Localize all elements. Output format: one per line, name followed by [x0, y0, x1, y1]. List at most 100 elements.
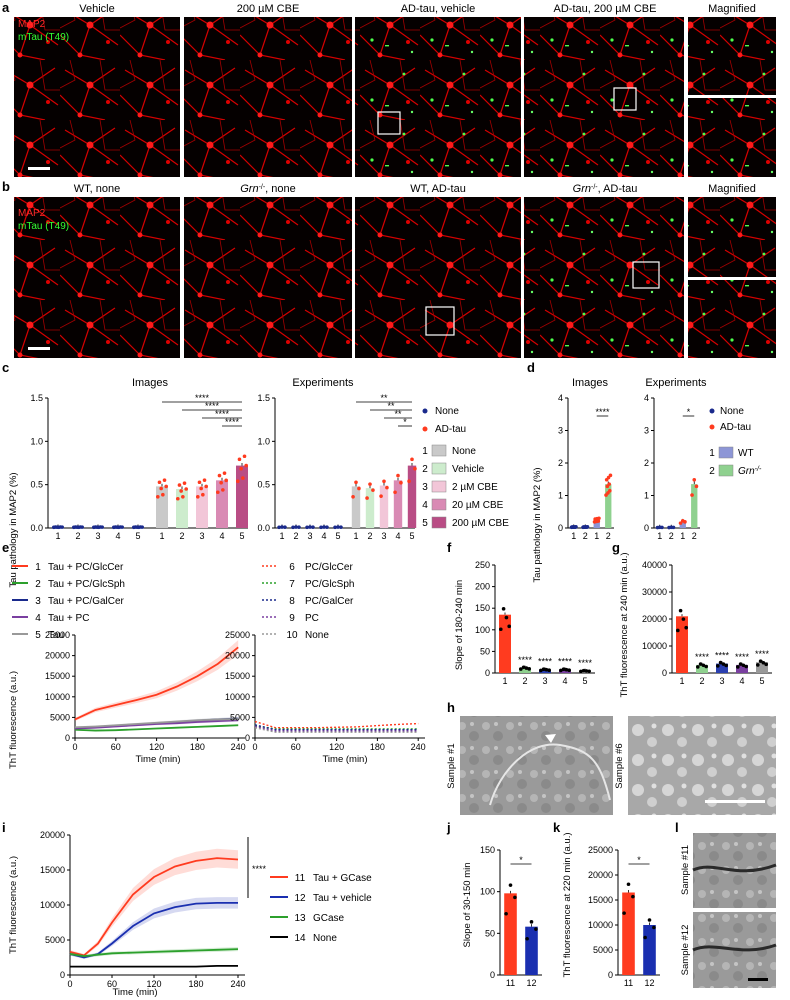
x-tick-label: 3	[542, 676, 547, 686]
data-point	[368, 482, 372, 486]
data-point	[159, 486, 163, 491]
data-point	[561, 667, 566, 671]
data-point	[647, 918, 652, 922]
em-sample-1	[460, 716, 613, 815]
legend-number: 8	[289, 596, 295, 607]
series-line	[74, 646, 239, 721]
x-tick-label: 5	[759, 676, 764, 686]
data-point	[694, 484, 699, 489]
x-tick-label: 2	[692, 531, 697, 541]
legend-dot-none	[422, 408, 428, 414]
significance-label: ****	[518, 655, 533, 665]
data-point	[678, 521, 683, 525]
data-point	[319, 525, 323, 530]
significance-label: *	[687, 407, 691, 417]
h-label-6: Sample #6	[614, 743, 625, 788]
panel-b-title-5: Magnified	[708, 183, 756, 195]
x-tick-label: 5	[409, 531, 414, 541]
bar	[736, 664, 748, 673]
legend-number: 3	[35, 596, 41, 607]
data-point	[744, 664, 748, 669]
panel-e-xlabel-left: Time (min)	[135, 754, 180, 765]
panel-letter-i: i	[2, 820, 6, 835]
data-point	[393, 490, 397, 495]
y-tick-label: 1.5	[30, 393, 43, 403]
significance-label: **	[380, 393, 388, 403]
data-point	[305, 525, 309, 530]
panel-letter-a: a	[2, 0, 10, 15]
x-tick-label: 60	[291, 742, 301, 752]
data-point	[407, 479, 411, 484]
data-point	[162, 478, 167, 482]
data-point	[385, 485, 389, 490]
y-tick-label: 3	[644, 426, 649, 436]
y-tick-label: 30000	[642, 587, 667, 597]
data-point	[596, 519, 601, 523]
bar	[504, 893, 517, 975]
data-point	[741, 663, 746, 668]
y-tick-label: 4	[558, 393, 563, 403]
series-line	[69, 948, 239, 958]
bar	[156, 486, 168, 528]
y-tick-label: 15000	[225, 671, 250, 681]
data-point	[701, 663, 706, 668]
data-point	[164, 484, 168, 489]
legend-label: 200 µM CBE	[452, 518, 509, 529]
legend-number: 12	[294, 893, 306, 904]
data-point	[357, 486, 361, 491]
fibril-12	[692, 943, 777, 952]
x-tick-label: 2	[699, 676, 704, 686]
data-point	[371, 488, 375, 492]
bar	[216, 480, 228, 528]
y-tick-label: 0	[65, 733, 70, 743]
legend-mtau-a: mTau (T49)	[18, 32, 69, 43]
data-point	[607, 482, 611, 486]
legend-number: 11	[295, 873, 306, 884]
y-tick-label: 1	[644, 491, 649, 501]
x-tick-label: 4	[739, 676, 744, 686]
data-point	[544, 667, 549, 672]
data-point	[297, 525, 301, 529]
y-tick-label: 250	[475, 560, 490, 570]
x-tick-label: 5	[239, 531, 244, 541]
x-tick-label: 4	[321, 531, 326, 541]
grn-label: Grn	[240, 183, 258, 195]
legend-swatch	[431, 462, 447, 475]
legend-number: 6	[289, 562, 295, 573]
data-point	[597, 516, 601, 521]
y-tick-label: 50	[485, 928, 495, 938]
x-tick-label: 120	[146, 979, 161, 989]
legend-c: None AD-tau 1 None 2 Vehicle 3 2 µM CBE 4 20 µM C…	[422, 406, 509, 529]
data-point	[508, 883, 513, 887]
x-tick-label: 2	[583, 531, 588, 541]
x-tick-label: 1	[159, 531, 164, 541]
y-tick-label: 40000	[642, 560, 667, 570]
panel-letter-f: f	[447, 540, 452, 555]
panel-d-ylabel: Tau pathology in MAP2 (%)	[532, 467, 543, 582]
data-point	[280, 525, 284, 529]
data-point	[547, 668, 551, 673]
panel-a-title-5: Magnified	[708, 3, 756, 15]
scale-bar-a	[28, 167, 50, 170]
y-tick-label: 0	[608, 970, 613, 980]
chart-e-left: 0 5000 10000 15000 20000 25000 0 60 120 180 240	[45, 630, 246, 752]
y-tick-label: 0	[662, 668, 667, 678]
y-tick-label: 10000	[45, 692, 70, 702]
superscript: -/-	[259, 184, 266, 191]
chart-f: 0 50 100 150 200 250 1 2 **** 3 **** 4 **** 5 ****	[475, 560, 595, 686]
data-point	[626, 882, 631, 887]
legend-label: None	[313, 933, 337, 944]
data-point	[294, 525, 298, 529]
series-line	[74, 719, 239, 730]
legend-swatch	[431, 444, 447, 457]
legend-number: 5	[422, 518, 428, 529]
arrowhead-icon	[545, 734, 556, 743]
zoom-box-a3	[377, 111, 401, 135]
legend-mtau-b: mTau (T49)	[18, 221, 69, 232]
legend-dot-adtau	[709, 424, 715, 430]
panel-a: a Vehicle 200 µM CBE AD-tau, vehicle AD-…	[2, 0, 776, 177]
panel-h: h Sample #1 Sample #6	[446, 700, 776, 815]
panel-k-ylabel: ThT fluorescence at 220 min (a.u.)	[562, 832, 573, 977]
data-point	[201, 492, 205, 497]
